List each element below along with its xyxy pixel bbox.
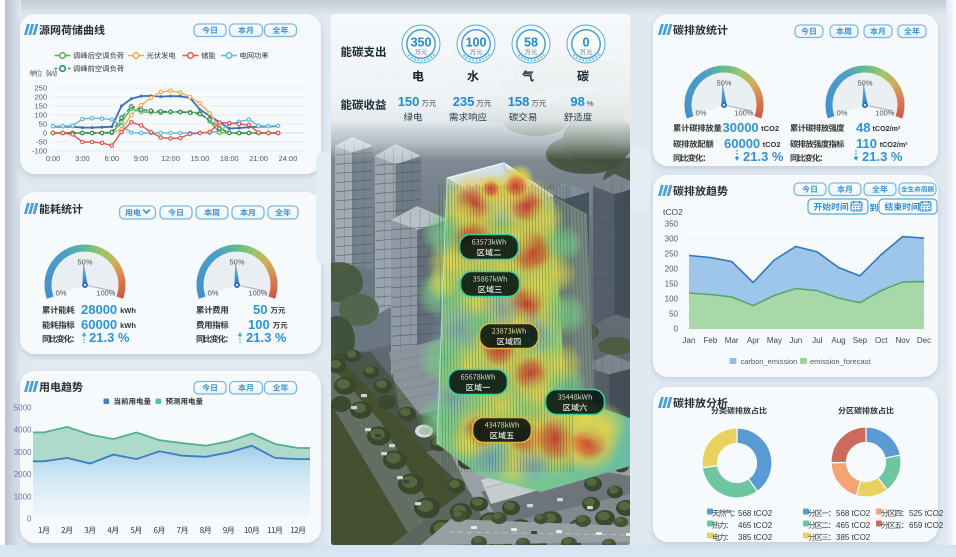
svg-text:9:00: 9:00	[134, 154, 149, 163]
svg-text:150: 150	[34, 102, 47, 111]
svg-text:100: 100	[665, 295, 679, 304]
svg-text:Feb: Feb	[704, 336, 718, 345]
svg-text:Apr: Apr	[747, 336, 760, 345]
svg-text:350: 350	[665, 220, 679, 229]
svg-text:50: 50	[669, 310, 678, 319]
svg-text:0: 0	[674, 325, 679, 334]
svg-text:0%: 0%	[837, 109, 848, 118]
svg-text:110: 110	[856, 136, 877, 151]
svg-text:100%: 100%	[734, 109, 754, 118]
svg-text:0: 0	[27, 515, 32, 524]
svg-text:0%: 0%	[56, 289, 67, 298]
svg-text:Dec: Dec	[917, 336, 931, 345]
svg-text:568 tCO2: 568 tCO2	[738, 509, 773, 518]
svg-text:0: 0	[583, 36, 590, 50]
svg-text:659 tCO2: 659 tCO2	[909, 521, 944, 530]
svg-text:Jun: Jun	[789, 336, 802, 345]
svg-text:350: 350	[411, 36, 432, 50]
svg-text:465 tCO2: 465 tCO2	[738, 521, 773, 530]
svg-text:3:00: 3:00	[75, 154, 90, 163]
svg-text:100%: 100%	[96, 289, 116, 298]
svg-text:235: 235	[453, 94, 475, 109]
svg-text:250: 250	[665, 250, 679, 259]
svg-text:50%: 50%	[857, 79, 872, 88]
svg-text:1000: 1000	[14, 492, 32, 501]
svg-text:0%: 0%	[208, 289, 219, 298]
svg-text:12:00: 12:00	[161, 154, 180, 163]
svg-text:21.3 %: 21.3 %	[246, 330, 287, 345]
svg-text:200: 200	[34, 93, 47, 102]
svg-text:tCO2: tCO2	[763, 140, 781, 149]
svg-text:tCO2/m²: tCO2/m²	[873, 124, 902, 133]
svg-text:6:00: 6:00	[104, 154, 119, 163]
svg-text:50: 50	[39, 120, 47, 129]
svg-text:tCO2/m²: tCO2/m²	[880, 140, 909, 149]
svg-text:100: 100	[34, 111, 47, 120]
svg-text:50: 50	[253, 302, 267, 317]
svg-text:Aug: Aug	[831, 336, 845, 345]
svg-text:98: 98	[570, 94, 584, 109]
svg-text:200: 200	[665, 265, 679, 274]
svg-text:2000: 2000	[14, 470, 32, 479]
svg-text:24:00: 24:00	[279, 154, 298, 163]
svg-text:250: 250	[34, 84, 47, 93]
svg-text:385 tCO2: 385 tCO2	[738, 533, 773, 542]
svg-text:21.3 %: 21.3 %	[743, 149, 784, 164]
svg-text:50%: 50%	[716, 79, 731, 88]
svg-text:21.3 %: 21.3 %	[862, 149, 903, 164]
svg-text:150: 150	[398, 94, 420, 109]
svg-text:385 tCO2: 385 tCO2	[836, 533, 871, 542]
svg-text:3000: 3000	[14, 448, 32, 457]
svg-text:100: 100	[466, 36, 487, 50]
svg-text:30000: 30000	[723, 120, 759, 135]
svg-text:kWh: kWh	[120, 306, 136, 315]
svg-text:60000: 60000	[81, 317, 117, 332]
svg-text:58: 58	[524, 36, 538, 50]
svg-text:150: 150	[665, 280, 679, 289]
svg-text:300: 300	[665, 235, 679, 244]
svg-text:Sep: Sep	[853, 336, 868, 345]
svg-text:100: 100	[248, 317, 270, 332]
svg-text:0%: 0%	[696, 109, 707, 118]
svg-text:15:00: 15:00	[191, 154, 210, 163]
svg-text:100%: 100%	[248, 289, 268, 298]
svg-text:48: 48	[856, 120, 870, 135]
svg-text:0: 0	[43, 129, 47, 138]
svg-text:Oct: Oct	[875, 336, 888, 345]
svg-text:568 tCO2: 568 tCO2	[836, 509, 871, 518]
svg-text:-100: -100	[32, 147, 47, 156]
svg-text:tCO2: tCO2	[761, 124, 779, 133]
svg-text:0:00: 0:00	[46, 154, 61, 163]
svg-text:50%: 50%	[77, 258, 92, 267]
svg-text:emission_forecast: emission_forecast	[810, 357, 871, 366]
svg-text:100%: 100%	[875, 109, 895, 118]
svg-text:Nov: Nov	[895, 336, 909, 345]
svg-text:525 tCO2: 525 tCO2	[909, 509, 944, 518]
svg-text:Jul: Jul	[812, 336, 822, 345]
svg-text:60000: 60000	[724, 136, 760, 151]
svg-text:4000: 4000	[14, 426, 32, 435]
svg-text:28000: 28000	[81, 302, 117, 317]
svg-text:-50: -50	[36, 138, 47, 147]
svg-text:18:00: 18:00	[220, 154, 239, 163]
svg-text:Jan: Jan	[683, 336, 696, 345]
svg-text:50%: 50%	[229, 258, 244, 267]
svg-text:21.3 %: 21.3 %	[89, 330, 130, 345]
svg-text:May: May	[767, 336, 782, 345]
svg-text:carbon_emission: carbon_emission	[741, 357, 798, 366]
svg-text:kWh: kWh	[120, 321, 136, 330]
svg-text:5000: 5000	[14, 404, 32, 413]
svg-text:Mar: Mar	[725, 336, 739, 345]
svg-text:158: 158	[508, 94, 530, 109]
svg-text:21:00: 21:00	[249, 154, 268, 163]
svg-text:tCO2: tCO2	[663, 207, 683, 217]
svg-text:%: %	[587, 99, 594, 108]
svg-text:465 tCO2: 465 tCO2	[836, 521, 871, 530]
